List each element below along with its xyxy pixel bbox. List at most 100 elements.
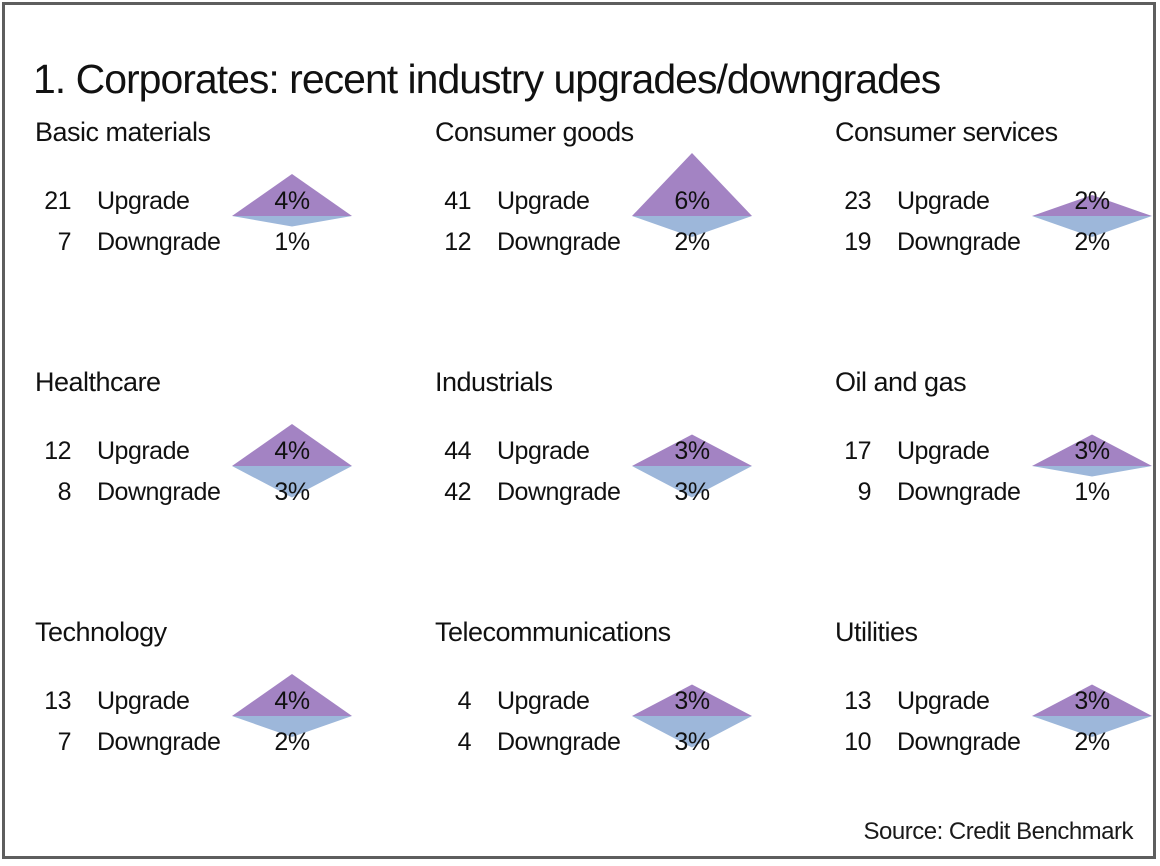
upgrade-triangle xyxy=(232,174,352,216)
downgrade-row: 9 Downgrade 1% xyxy=(835,472,1160,513)
downgrade-pct: 2% xyxy=(1074,228,1110,256)
downgrade-label: Downgrade xyxy=(497,228,621,256)
industry-name: Industrials xyxy=(435,367,553,397)
downgrade-triangle xyxy=(1032,216,1152,237)
downgrade-count: 42 xyxy=(444,478,471,506)
downgrade-pct: 2% xyxy=(274,728,310,756)
upgrade-downgrade-triangle-glyph xyxy=(1032,434,1152,477)
downgrade-count: 19 xyxy=(844,228,871,256)
upgrade-row: 17 Upgrade 3% xyxy=(835,431,1160,472)
industry-grid: Basic materials 21 Upgrade 4% 7 Downgrade … xyxy=(35,105,1160,855)
industry-stats: 13 Upgrade 3% 10 Downgrade 2% xyxy=(835,681,1160,763)
upgrade-label: Upgrade xyxy=(497,687,590,715)
industry-stats: 44 Upgrade 3% 42 Downgrade 3% xyxy=(435,431,835,513)
industry-stats: 4 Upgrade 3% 4 Downgrade 3% xyxy=(435,681,835,763)
upgrade-row: 4 Upgrade 3% xyxy=(435,681,835,722)
downgrade-triangle xyxy=(632,466,752,498)
downgrade-row: 12 Downgrade 2% xyxy=(435,222,835,263)
industry-panel: Basic materials 21 Upgrade 4% 7 Downgrade … xyxy=(35,105,435,355)
upgrade-row: 12 Upgrade 4% xyxy=(35,431,435,472)
downgrade-row: 8 Downgrade 3% xyxy=(35,472,435,513)
downgrade-count: 10 xyxy=(844,728,871,756)
upgrade-downgrade-triangle-glyph xyxy=(232,674,352,737)
upgrade-pct: 3% xyxy=(674,437,710,465)
downgrade-row: 7 Downgrade 1% xyxy=(35,222,435,263)
upgrade-row: 13 Upgrade 4% xyxy=(35,681,435,722)
upgrade-label: Upgrade xyxy=(97,687,190,715)
upgrade-label: Upgrade xyxy=(497,187,590,215)
downgrade-count: 7 xyxy=(57,228,72,256)
downgrade-row: 7 Downgrade 2% xyxy=(35,722,435,763)
downgrade-label: Downgrade xyxy=(897,478,1021,506)
downgrade-count: 8 xyxy=(57,478,72,506)
upgrade-triangle xyxy=(1032,434,1152,466)
industry-panel: Consumer services 23 Upgrade 2% 19 Downgra… xyxy=(835,105,1160,355)
upgrade-count: 12 xyxy=(44,437,71,465)
upgrade-label: Upgrade xyxy=(897,187,990,215)
upgrade-count: 23 xyxy=(844,187,871,215)
upgrade-row: 13 Upgrade 3% xyxy=(835,681,1160,722)
upgrade-count: 17 xyxy=(844,437,871,465)
downgrade-label: Downgrade xyxy=(97,728,221,756)
upgrade-downgrade-triangle-glyph xyxy=(632,434,752,498)
industry-stats: 13 Upgrade 4% 7 Downgrade 2% xyxy=(35,674,435,763)
upgrade-pct: 2% xyxy=(1074,187,1110,215)
downgrade-pct: 3% xyxy=(674,728,710,756)
industry-panel: Industrials 44 Upgrade 3% 42 Downgrade 3% xyxy=(435,355,835,605)
upgrade-count: 4 xyxy=(457,687,472,715)
downgrade-pct: 2% xyxy=(674,228,710,256)
upgrade-downgrade-triangle-glyph xyxy=(1032,684,1152,737)
downgrade-pct: 2% xyxy=(1074,728,1110,756)
industry-name: Consumer goods xyxy=(435,117,634,147)
upgrade-row: 44 Upgrade 3% xyxy=(435,431,835,472)
upgrade-triangle xyxy=(232,674,352,716)
downgrade-triangle xyxy=(232,716,352,737)
upgrade-count: 44 xyxy=(444,437,471,465)
upgrade-triangle xyxy=(632,153,752,216)
industry-stats: 41 Upgrade 6% 12 Downgrade 2% xyxy=(435,153,835,263)
upgrade-triangle xyxy=(632,684,752,716)
downgrade-row: 42 Downgrade 3% xyxy=(435,472,835,513)
industry-name: Technology xyxy=(35,617,167,647)
upgrade-downgrade-triangle-glyph xyxy=(232,424,352,498)
downgrade-count: 9 xyxy=(857,478,872,506)
industry-stats: 23 Upgrade 2% 19 Downgrade 2% xyxy=(835,181,1160,263)
upgrade-label: Upgrade xyxy=(97,437,190,465)
upgrade-triangle xyxy=(1032,684,1152,716)
downgrade-triangle xyxy=(232,466,352,498)
downgrade-triangle xyxy=(1032,716,1152,737)
upgrade-count: 41 xyxy=(444,187,471,215)
upgrade-label: Upgrade xyxy=(97,187,190,215)
downgrade-pct: 1% xyxy=(1074,478,1110,506)
upgrade-pct: 6% xyxy=(674,187,710,215)
downgrade-count: 12 xyxy=(444,228,471,256)
upgrade-count: 13 xyxy=(44,687,71,715)
industry-name: Consumer services xyxy=(835,117,1058,147)
industry-name: Oil and gas xyxy=(835,367,967,397)
industry-panel: Utilities 13 Upgrade 3% 10 Downgrade 2% xyxy=(835,605,1160,855)
upgrade-downgrade-triangle-glyph xyxy=(1032,195,1152,237)
upgrade-pct: 4% xyxy=(274,437,310,465)
upgrade-pct: 3% xyxy=(674,687,710,715)
upgrade-count: 21 xyxy=(44,187,71,215)
downgrade-row: 10 Downgrade 2% xyxy=(835,722,1160,763)
industry-name: Utilities xyxy=(835,617,918,647)
downgrade-pct: 3% xyxy=(674,478,710,506)
industry-panel: Healthcare 12 Upgrade 4% 8 Downgrade 3% xyxy=(35,355,435,605)
downgrade-triangle xyxy=(632,216,752,237)
upgrade-downgrade-triangle-glyph xyxy=(632,684,752,748)
industry-stats: 12 Upgrade 4% 8 Downgrade 3% xyxy=(35,424,435,513)
industry-stats: 17 Upgrade 3% 9 Downgrade 1% xyxy=(835,431,1160,513)
upgrade-pct: 3% xyxy=(1074,687,1110,715)
source-note: Source: Credit Benchmark xyxy=(863,818,1134,845)
industry-panel: Telecommunications 4 Upgrade 3% 4 Downgrad… xyxy=(435,605,835,855)
upgrade-downgrade-triangle-glyph xyxy=(632,153,752,237)
downgrade-row: 4 Downgrade 3% xyxy=(435,722,835,763)
downgrade-pct: 3% xyxy=(274,478,310,506)
downgrade-label: Downgrade xyxy=(897,228,1021,256)
downgrade-label: Downgrade xyxy=(97,478,221,506)
upgrade-label: Upgrade xyxy=(497,437,590,465)
industry-name: Healthcare xyxy=(35,367,161,397)
upgrade-label: Upgrade xyxy=(897,687,990,715)
downgrade-pct: 1% xyxy=(274,228,310,256)
